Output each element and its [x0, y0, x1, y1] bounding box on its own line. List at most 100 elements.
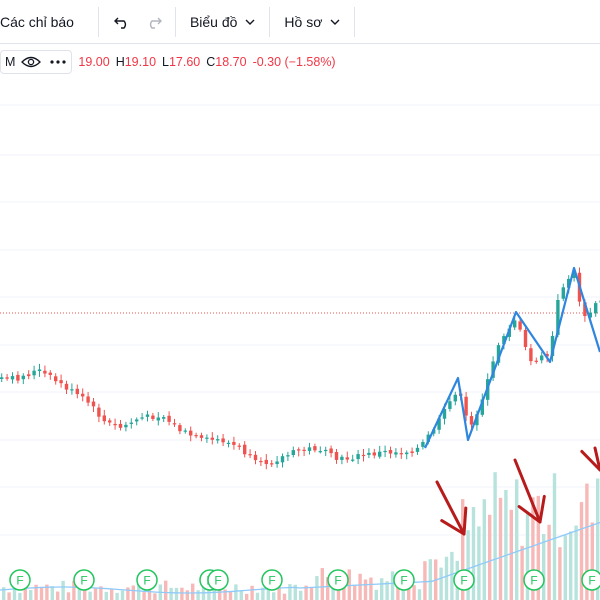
volume-bar [83, 584, 87, 600]
volume-bar [396, 583, 400, 600]
undo-button[interactable] [99, 0, 139, 43]
candle-body [545, 354, 549, 357]
volume-bar [515, 479, 519, 600]
candle-body [351, 459, 355, 461]
volume-bar [363, 579, 368, 600]
candle-body [189, 430, 193, 436]
earnings-marker-label: F [80, 574, 87, 588]
candle-body [469, 416, 474, 425]
annotation-arrow [513, 458, 542, 524]
candle-body [361, 454, 366, 457]
candle-body [329, 448, 333, 454]
candle-body [140, 417, 144, 419]
earnings-marker-icon [327, 569, 349, 591]
volume-bar [569, 531, 573, 600]
volume-bar [147, 587, 152, 600]
earnings-marker-label: F [588, 574, 595, 588]
candle-body [378, 451, 382, 457]
candle-body [216, 439, 220, 441]
earnings-marker-icon [207, 569, 229, 591]
candle-body [21, 375, 25, 380]
indicators-button[interactable]: Các chỉ báo [0, 0, 86, 43]
candle-body [16, 374, 20, 381]
volume-bar [272, 592, 276, 600]
volume-bar [596, 478, 600, 600]
candle-body [27, 374, 31, 377]
candle-body [135, 419, 139, 422]
annotation-arrow-head [440, 506, 468, 536]
candle-body [583, 302, 587, 317]
earnings-marker-icon [453, 569, 475, 591]
volume-bar [277, 581, 281, 600]
candle-body [75, 388, 79, 395]
volume-bar [417, 589, 422, 600]
candle-body [183, 430, 187, 432]
candle-body [113, 423, 117, 426]
price-chart[interactable]: FFFFFFFFFFF [0, 44, 600, 600]
more-icon[interactable] [49, 59, 67, 65]
volume-bar [115, 592, 119, 600]
low-label: L [162, 55, 169, 69]
undo-icon [113, 17, 127, 29]
candle-body [151, 415, 155, 419]
volume-bar [444, 556, 449, 600]
volume-bar [61, 580, 65, 600]
volume-bar [39, 587, 44, 600]
volume-bar [520, 545, 524, 600]
volume-bar [288, 584, 292, 600]
candle-body [264, 459, 268, 465]
eye-icon[interactable] [21, 55, 42, 69]
volume-bar [34, 584, 38, 600]
candle-body [405, 452, 409, 455]
candle-body [221, 438, 225, 443]
candle-body [572, 271, 576, 278]
candle-body [340, 456, 344, 460]
earnings-marker-icon [393, 569, 415, 591]
ohlc-legend: M 19.00 H 19.10 L 17.60 C 18.70 -0.30 (−… [0, 50, 342, 74]
earnings-marker-label: F [214, 574, 221, 588]
candle-body [210, 437, 214, 440]
candle-body [43, 370, 47, 374]
candle-body [243, 444, 247, 455]
volume-bar [525, 512, 530, 600]
candle-body [291, 450, 295, 455]
earnings-marker-icon [261, 569, 283, 591]
candle-body [0, 377, 4, 379]
volume-bar [336, 588, 341, 600]
candle-body [286, 455, 290, 457]
candle-body [270, 463, 274, 465]
volume-bar [191, 583, 195, 600]
redo-button[interactable] [139, 0, 175, 43]
volume-bar [488, 514, 492, 600]
candle-body [410, 451, 414, 453]
volume-bar [142, 592, 146, 600]
redo-icon [149, 17, 162, 29]
candle-body [118, 423, 123, 428]
candle-body [334, 451, 339, 460]
volume-bar [401, 587, 405, 600]
earnings-marker-label: F [400, 574, 407, 588]
volume-bar [201, 581, 206, 600]
candle-body [345, 457, 349, 460]
candle-body [388, 450, 393, 454]
volume-bar [353, 585, 357, 600]
candle-body [415, 447, 420, 452]
volume-bar [180, 587, 184, 600]
candle-body [383, 450, 387, 453]
volume-bar [282, 593, 287, 600]
volume-bar [245, 593, 249, 600]
indicators-label: Các chỉ báo [0, 13, 74, 30]
volume-bar [450, 551, 454, 600]
candle-body [594, 303, 598, 314]
profile-menu-button[interactable]: Hồ sơ [270, 0, 354, 43]
symbol-tail: M [5, 55, 16, 69]
volume-bar [579, 502, 584, 600]
annotation-arrow [593, 446, 600, 472]
candle-body [523, 329, 528, 348]
chart-menu-button[interactable]: Biểu đồ [176, 0, 269, 43]
volume-bar [234, 584, 238, 600]
close-label: C [206, 55, 216, 69]
volume-bar [423, 561, 427, 600]
chevron-down-icon [245, 19, 255, 25]
candle-body [550, 335, 555, 357]
